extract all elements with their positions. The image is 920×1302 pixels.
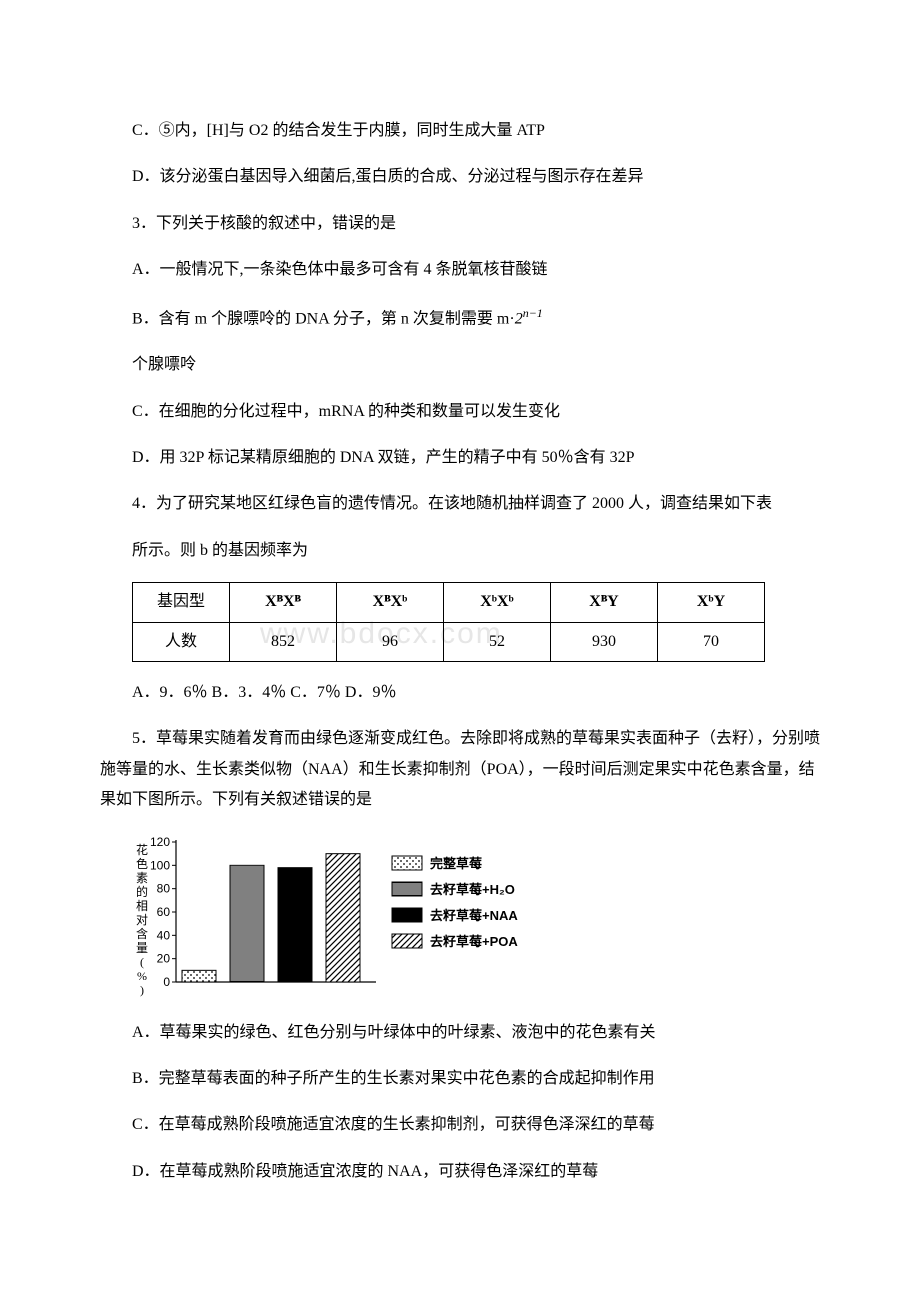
svg-text:量: 量 xyxy=(136,941,148,955)
svg-text:完整草莓: 完整草莓 xyxy=(430,856,482,871)
svg-text:对: 对 xyxy=(136,913,148,927)
svg-text:): ) xyxy=(140,983,144,997)
table-header-cell: XᵇY xyxy=(658,583,765,622)
table-header-cell: 基因型 xyxy=(133,583,230,622)
table-cell: 52 xyxy=(444,622,551,661)
table-header-cell: XᴮY xyxy=(551,583,658,622)
svg-text:色: 色 xyxy=(136,857,148,871)
q3b-sup: n−1 xyxy=(523,306,543,320)
table-cell: 70 xyxy=(658,622,765,661)
question-3: 3．下列关于核酸的叙述中，错误的是 xyxy=(100,209,820,239)
q4-options: A．9．6％ B．3．4％ C．7％ D．9％ xyxy=(100,678,820,708)
svg-text:相: 相 xyxy=(136,899,148,913)
q5-option-b: B．完整草莓表面的种子所产生的生长素对果实中花色素的合成起抑制作用 xyxy=(100,1064,820,1094)
svg-text:60: 60 xyxy=(157,905,171,919)
question-4-line2: 所示。则 b 的基因频率为 xyxy=(100,536,820,566)
table-data-row: 人数852965293070 xyxy=(133,622,765,661)
table-cell: 930 xyxy=(551,622,658,661)
option-d: D．该分泌蛋白基因导入细菌后,蛋白质的合成、分泌过程与图示存在差异 xyxy=(100,162,820,192)
q3b-base: 2 xyxy=(515,310,523,327)
q3-option-b: B．含有 m 个腺嘌呤的 DNA 分子，第 n 次复制需要 m·2n−1 xyxy=(100,302,820,335)
q5-option-a: A．草莓果实的绿色、红色分别与叶绿体中的叶绿素、液泡中的花色素有关 xyxy=(100,1018,820,1048)
table-header-row: 基因型XᴮXᴮXᴮXᵇXᵇXᵇXᴮYXᵇY xyxy=(133,583,765,622)
table-row-label: 人数 xyxy=(133,622,230,661)
svg-text:20: 20 xyxy=(157,951,171,965)
svg-text:100: 100 xyxy=(150,858,170,872)
svg-text:去籽草莓+POA: 去籽草莓+POA xyxy=(430,934,518,949)
question-4-line1: 4．为了研究某地区红绿色盲的遗传情况。在该地随机抽样调查了 2000 人，调查结… xyxy=(100,489,820,519)
anthocyanin-chart: 0 20 40 60 80 100 120花色素的相对含量(%) 完整草莓去籽草莓+H₂O 去籽… xyxy=(132,832,820,1002)
svg-text:花: 花 xyxy=(136,842,148,857)
svg-text:的: 的 xyxy=(136,884,148,899)
svg-text:含: 含 xyxy=(136,926,148,941)
svg-text:素: 素 xyxy=(136,871,148,885)
question-5: 5．草莓果实随着发育而由绿色逐渐变成红色。去除即将成熟的草莓果实表面种子（去籽）… xyxy=(100,724,820,815)
svg-text:去籽草莓+H₂O: 去籽草莓+H₂O xyxy=(430,882,515,897)
table-cell: 96 xyxy=(337,622,444,661)
q3-option-d: D．用 32P 标记某精原细胞的 DNA 双链，产生的精子中有 50％含有 32… xyxy=(100,443,820,473)
table-header-cell: XᵇXᵇ xyxy=(444,583,551,622)
svg-text:0: 0 xyxy=(163,975,170,989)
table-header-cell: XᴮXᴮ xyxy=(230,583,337,622)
genotype-table: 基因型XᴮXᴮXᴮXᵇXᵇXᵇXᴮYXᵇY 人数852965293070 xyxy=(132,582,765,662)
svg-text:(: ( xyxy=(140,955,144,969)
q3-option-a: A．一般情况下,一条染色体中最多可含有 4 条脱氧核苷酸链 xyxy=(100,255,820,285)
q3-option-c: C．在细胞的分化过程中，mRNA 的种类和数量可以发生变化 xyxy=(100,397,820,427)
table-header-cell: XᴮXᵇ xyxy=(337,583,444,622)
option-c: C．⑤内，[H]与 O2 的结合发生于内膜，同时生成大量 ATP xyxy=(100,116,820,146)
svg-text:80: 80 xyxy=(157,881,171,895)
q3b-pre: B．含有 m 个腺嘌呤的 DNA 分子，第 n 次复制需要 m· xyxy=(132,310,515,327)
q5-option-d: D．在草莓成熟阶段喷施适宜浓度的 NAA，可获得色泽深红的草莓 xyxy=(100,1157,820,1187)
svg-text:120: 120 xyxy=(150,835,170,849)
svg-text:40: 40 xyxy=(157,928,171,942)
table-cell: 852 xyxy=(230,622,337,661)
svg-text:%: % xyxy=(137,969,147,983)
chart-svg: 0 20 40 60 80 100 120花色素的相对含量(%) 完整草莓去籽草莓+H₂O 去籽… xyxy=(132,832,552,1002)
q3b-after: 个腺嘌呤 xyxy=(100,350,820,380)
svg-text:去籽草莓+NAA: 去籽草莓+NAA xyxy=(430,908,518,923)
q5-option-c: C．在草莓成熟阶段喷施适宜浓度的生长素抑制剂，可获得色泽深红的草莓 xyxy=(100,1110,820,1140)
